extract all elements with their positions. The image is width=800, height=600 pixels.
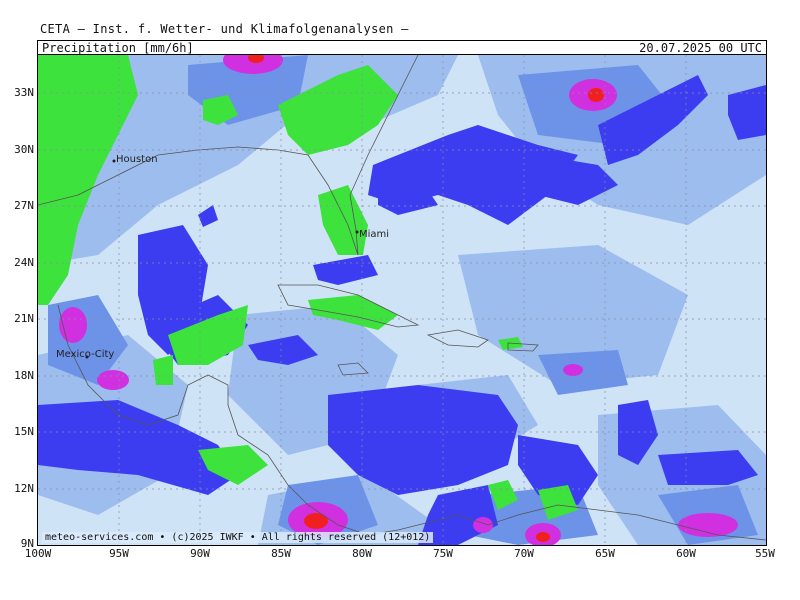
- lat-label: 12N: [14, 482, 34, 495]
- city-markers: Houston Miami Mexico-City: [56, 154, 389, 360]
- lon-label: 70W: [514, 547, 534, 560]
- map-canvas: Houston Miami Mexico-City: [38, 55, 766, 545]
- coastlines: [38, 55, 766, 541]
- lon-label: 85W: [271, 547, 291, 560]
- city-dot-houston: [112, 159, 116, 163]
- lon-label: 60W: [676, 547, 696, 560]
- lat-label: 9N: [20, 537, 34, 550]
- lon-label: 55W: [755, 547, 775, 560]
- credit-line: meteo-services.com • (c)2025 IWKF • All …: [42, 532, 434, 543]
- city-label-miami: Miami: [359, 229, 389, 240]
- city-label-houston: Houston: [116, 154, 158, 165]
- graticule: [38, 55, 766, 545]
- lon-label: 75W: [433, 547, 453, 560]
- map-header-bar: Precipitation [mm/6h] 20.07.2025 00 UTC: [37, 40, 767, 55]
- city-dot-miami: [355, 230, 359, 234]
- lon-label: 65W: [595, 547, 615, 560]
- lat-label: 27N: [14, 199, 34, 212]
- lat-label: 21N: [14, 312, 34, 325]
- parameter-label: Precipitation [mm/6h]: [42, 41, 194, 55]
- lon-label: 80W: [352, 547, 372, 560]
- lat-label: 30N: [14, 143, 34, 156]
- valid-time-label: 20.07.2025 00 UTC: [639, 41, 762, 55]
- lat-label: 24N: [14, 256, 34, 269]
- source-title: CETA — Inst. f. Wetter- und Klimafolgena…: [40, 22, 409, 36]
- lon-label: 95W: [109, 547, 129, 560]
- lon-label: 100W: [24, 547, 52, 560]
- lat-label: 15N: [14, 425, 34, 438]
- city-label-mexico-city: Mexico-City: [56, 349, 114, 360]
- city-dot-mexico-city: [85, 355, 89, 359]
- lat-label: 33N: [14, 86, 34, 99]
- lat-label: 18N: [14, 369, 34, 382]
- precipitation-map[interactable]: Houston Miami Mexico-City meteo-services…: [37, 54, 767, 546]
- low-precip-areas: [38, 55, 578, 520]
- extreme-precip-cells: [59, 55, 738, 545]
- lon-label: 90W: [190, 547, 210, 560]
